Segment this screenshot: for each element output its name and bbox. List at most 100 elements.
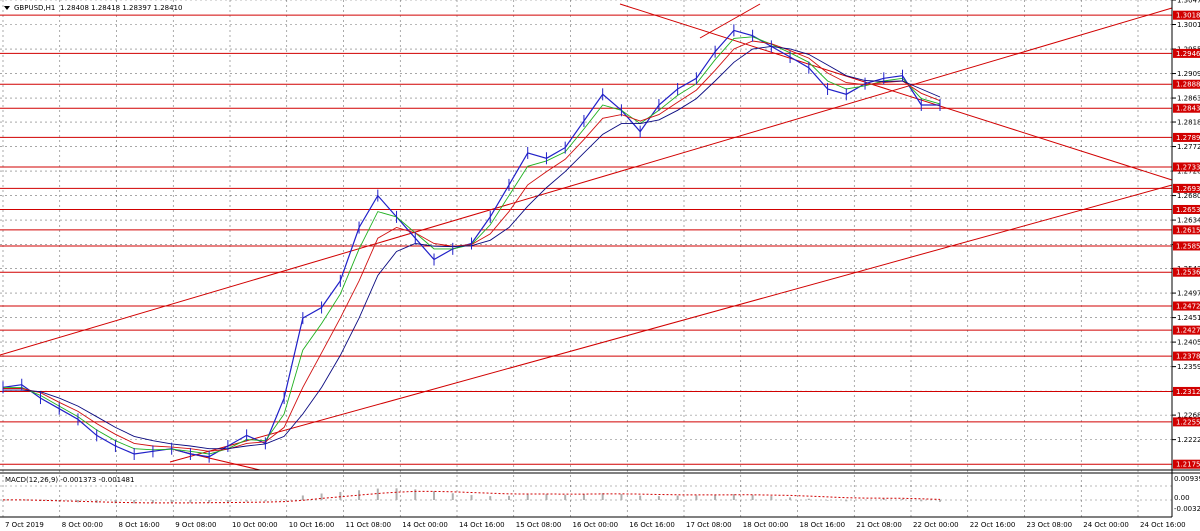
price-tick-label: 1.27720 — [1177, 143, 1200, 151]
support-resistance-levels — [0, 14, 1172, 465]
level-tag-label: 1.23787 — [1176, 353, 1200, 361]
price-tick-label: 1.30010 — [1177, 21, 1200, 29]
level-tag-box — [1173, 459, 1200, 469]
trend-line[interactable] — [0, 7, 1173, 356]
trend-line[interactable] — [169, 184, 1173, 463]
level-tag-box — [1173, 103, 1200, 113]
level-tag-label: 1.24275 — [1176, 327, 1200, 335]
time-tick-label: 10 Oct 00:00 — [232, 521, 278, 529]
macd-signal-line — [3, 490, 941, 504]
level-tag-box — [1173, 301, 1200, 311]
time-tick-label: 15 Oct 08:00 — [516, 521, 562, 529]
level-tag-box — [1173, 183, 1200, 193]
moving-averages — [2, 24, 941, 463]
time-tick-label: 16 Oct 00:00 — [573, 521, 619, 529]
symbol-header: GBPUSD,H1 1.28408 1.28418 1.28397 1.2841… — [4, 4, 182, 12]
level-tag: 1.29468 — [1173, 48, 1200, 58]
level-tag-box — [1173, 48, 1200, 58]
level-tag: 1.26539 — [1173, 204, 1200, 214]
level-tag-box — [1173, 132, 1200, 142]
level-tag-label: 1.28889 — [1176, 81, 1200, 89]
level-tag: 1.28889 — [1173, 79, 1200, 89]
time-tick-label: 24 Oct 16:00 — [1140, 521, 1186, 529]
level-tag: 1.21759 — [1173, 459, 1200, 469]
level-tag-box — [1173, 204, 1200, 214]
time-tick-label: 16 Oct 16:00 — [629, 521, 675, 529]
time-tick-label: 23 Oct 08:00 — [1027, 521, 1073, 529]
level-tag-label: 1.22553 — [1176, 418, 1200, 426]
level-tag-box — [1173, 162, 1200, 172]
trend-lines — [0, 3, 1173, 471]
level-tag-box — [1173, 79, 1200, 89]
price-tick-label: 1.26800 — [1177, 192, 1200, 200]
level-tag: 1.23124 — [1173, 386, 1200, 396]
time-tick-label: 8 Oct 16:00 — [119, 521, 160, 529]
level-tag-box — [1173, 267, 1200, 277]
level-tag: 1.24275 — [1173, 325, 1200, 335]
price-tick-label: 1.24510 — [1177, 314, 1200, 322]
time-tick-label: 18 Oct 16:00 — [800, 521, 846, 529]
level-tag-label: 1.26157 — [1176, 226, 1200, 234]
macd-tick-zero: 0.00 — [1174, 494, 1190, 502]
macd-label: MACD(12,26,9) -0.001373 -0.001481 — [5, 476, 134, 484]
level-tag-label: 1.24727 — [1176, 303, 1200, 311]
level-tag-label: 1.25854 — [1176, 242, 1200, 250]
level-tag-label: 1.28439 — [1176, 105, 1200, 113]
time-tick-label: 10 Oct 16:00 — [289, 521, 335, 529]
time-tick-label: 18 Oct 00:00 — [743, 521, 789, 529]
level-tag: 1.26157 — [1173, 225, 1200, 235]
macd-tick-bottom: -0.00324 — [1174, 505, 1200, 513]
level-tag: 1.22553 — [1173, 417, 1200, 427]
level-tag-label: 1.29468 — [1176, 50, 1200, 58]
level-tag-label: 1.27336 — [1176, 164, 1200, 172]
level-tag-box — [1173, 417, 1200, 427]
level-tag-box — [1173, 386, 1200, 396]
price-tick-label: 1.28630 — [1177, 95, 1200, 103]
price-tick-label: 1.22220 — [1177, 436, 1200, 444]
level-tag: 1.26935 — [1173, 183, 1200, 193]
time-tick-label: 22 Oct 16:00 — [970, 521, 1016, 529]
ohlc-values: 1.28408 1.28418 1.28397 1.28410 — [60, 4, 182, 12]
level-tag: 1.25854 — [1173, 241, 1200, 251]
time-tick-label: 24 Oct 00:00 — [1083, 521, 1129, 529]
price-tick-label: 1.22680 — [1177, 412, 1200, 420]
time-tick-label: 11 Oct 08:00 — [346, 521, 392, 529]
time-tick-label: 7 Oct 2019 — [5, 521, 44, 529]
trend-line[interactable] — [619, 3, 1173, 181]
level-tag-label: 1.25362 — [1176, 269, 1200, 277]
price-tick-label: 1.24050 — [1177, 339, 1200, 347]
level-tag: 1.23787 — [1173, 351, 1200, 361]
trend-line[interactable] — [699, 3, 761, 39]
level-tag-box — [1173, 241, 1200, 251]
level-tag: 1.30185 — [1173, 10, 1200, 20]
time-tick-label: 14 Oct 00:00 — [402, 521, 448, 529]
price-tick-label: 1.28180 — [1177, 119, 1200, 127]
macd-indicator — [2, 488, 941, 504]
time-tick-label: 17 Oct 08:00 — [686, 521, 732, 529]
time-tick-label: 8 Oct 00:00 — [62, 521, 103, 529]
level-tag-label: 1.21759 — [1176, 461, 1200, 469]
chevron-down-icon[interactable] — [4, 6, 10, 10]
level-tag-label: 1.26935 — [1176, 185, 1200, 193]
price-tick-label: 1.26340 — [1177, 217, 1200, 225]
level-tag-box — [1173, 351, 1200, 361]
level-tag: 1.24727 — [1173, 301, 1200, 311]
time-tick-label: 21 Oct 08:00 — [856, 521, 902, 529]
level-tag: 1.28439 — [1173, 103, 1200, 113]
price-tick-label: 1.27260 — [1177, 168, 1200, 176]
time-tick-label: 14 Oct 16:00 — [459, 521, 505, 529]
level-tag-box — [1173, 325, 1200, 335]
macd-tick-top: 0.009392 — [1174, 475, 1200, 483]
level-tag-label: 1.30185 — [1176, 12, 1200, 20]
level-tag-label: 1.23124 — [1176, 388, 1200, 396]
price-tick-label: 1.30470 — [1177, 0, 1200, 5]
price-tick-label: 1.29090 — [1177, 70, 1200, 78]
level-tag: 1.27336 — [1173, 162, 1200, 172]
level-tag: 1.25362 — [1173, 267, 1200, 277]
price-tick-label: 1.23590 — [1177, 363, 1200, 371]
